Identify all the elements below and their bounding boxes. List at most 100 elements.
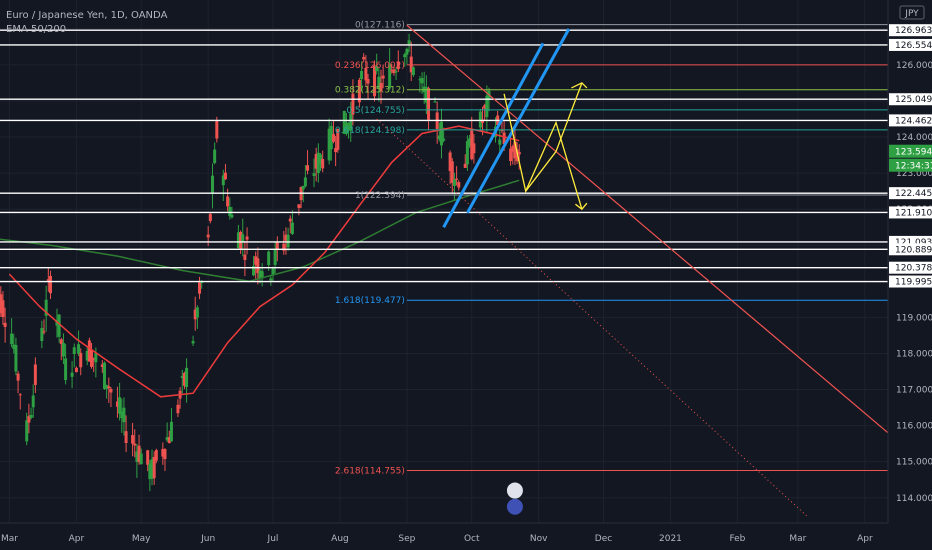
candle-body xyxy=(27,416,31,423)
candle-body xyxy=(40,328,44,342)
candle-body xyxy=(44,299,48,316)
candle-body xyxy=(239,232,243,249)
candle-body xyxy=(42,331,46,333)
candle-body xyxy=(405,48,409,55)
candle-body xyxy=(342,110,346,134)
candle-body xyxy=(321,158,325,169)
candle-body xyxy=(381,75,385,79)
candle-body xyxy=(396,61,400,70)
price-tick-label: 124.000 xyxy=(896,133,932,143)
candle-body xyxy=(457,182,461,188)
candle-body xyxy=(481,119,485,123)
last-price-label: 123.594 xyxy=(895,148,932,158)
candle-body xyxy=(16,373,20,381)
candle-body xyxy=(254,256,258,265)
candle-body xyxy=(94,352,98,363)
time-tick-label: May xyxy=(132,534,151,544)
candle-body xyxy=(191,340,195,344)
candle-body xyxy=(439,121,443,146)
candle-body xyxy=(243,254,247,260)
candle-body xyxy=(133,443,137,446)
candle-body xyxy=(366,78,370,84)
level-price-label: 125.049 xyxy=(895,95,932,105)
time-tick-label: Mar xyxy=(1,534,18,544)
level-price-label: 126.554 xyxy=(895,41,932,51)
candle-body xyxy=(478,111,482,128)
candle-body xyxy=(77,344,81,354)
candle-body xyxy=(206,234,210,238)
candle-body xyxy=(124,431,128,444)
candle-body xyxy=(483,105,487,109)
fib-level-label: 0.5(124.755) xyxy=(346,106,405,116)
candle-body xyxy=(502,132,506,145)
candle-body xyxy=(424,87,428,103)
candle-body xyxy=(468,138,472,146)
indicator-label[interactable]: EMA 50/200 xyxy=(6,24,67,35)
candle-body xyxy=(271,268,275,276)
level-price-label: 119.995 xyxy=(895,278,932,288)
level-price-label: 122.445 xyxy=(895,189,932,199)
candle-body xyxy=(215,120,219,139)
time-tick-label: Nov xyxy=(530,534,548,544)
candle-body xyxy=(375,66,379,72)
candle-body xyxy=(18,394,22,396)
candle-body xyxy=(137,445,141,463)
candle-body xyxy=(85,350,89,361)
level-price-tag xyxy=(889,275,932,288)
level-price-tag xyxy=(889,206,932,219)
currency-label: JPY xyxy=(904,9,919,19)
time-tick-label: Apr xyxy=(69,534,85,544)
candle-body xyxy=(379,82,383,92)
fib-level-label: 0.618(124.198) xyxy=(335,126,405,136)
candle-body xyxy=(420,78,424,84)
fib-level-label: 0.236(126.002) xyxy=(335,61,405,71)
projection-path xyxy=(503,93,583,210)
candle-body xyxy=(312,173,316,176)
candle-body xyxy=(226,196,230,207)
fib-level-label: 1(122.394) xyxy=(355,191,405,201)
candle-body xyxy=(1,300,5,317)
candle-body xyxy=(152,456,156,479)
fib-level-label: 2.618(114.755) xyxy=(335,467,405,477)
candle-body xyxy=(306,165,310,171)
time-tick-label: Dec xyxy=(595,534,612,544)
candle-body xyxy=(301,185,305,190)
price-tick-label: 115.000 xyxy=(896,458,932,468)
level-price-tag xyxy=(889,93,932,106)
time-tick-label: Apr xyxy=(857,534,873,544)
candle-body xyxy=(74,367,78,373)
candle-body xyxy=(139,453,143,465)
price-tick-label: 116.000 xyxy=(896,422,932,432)
candle-body xyxy=(241,234,245,243)
candle-body xyxy=(455,178,459,180)
candle-body xyxy=(182,373,186,386)
candle-body xyxy=(336,128,340,150)
candle-body xyxy=(154,450,158,461)
level-price-tag xyxy=(889,261,932,274)
candle-body xyxy=(329,126,333,150)
candle-body xyxy=(256,258,260,274)
level-price-label: 121.093 xyxy=(895,238,932,248)
candle-body xyxy=(267,251,271,266)
last-price-tag xyxy=(889,144,932,158)
candle-body xyxy=(452,179,456,186)
candle-body xyxy=(517,151,521,155)
candle-body xyxy=(314,153,318,169)
candle-body xyxy=(14,344,18,372)
candle-body xyxy=(364,68,368,81)
candle-body xyxy=(223,172,227,180)
price-tick-label: 117.000 xyxy=(896,386,932,396)
time-tick-label: Sep xyxy=(398,534,415,544)
candle-body xyxy=(418,79,422,81)
candle-body xyxy=(59,339,63,345)
fib-level-label: 0(127.116) xyxy=(355,21,405,31)
event-icon xyxy=(506,482,523,499)
candle-body xyxy=(165,437,169,441)
candle-body xyxy=(388,64,392,89)
candle-body xyxy=(344,122,348,134)
candle-body xyxy=(109,389,113,393)
candle-body xyxy=(450,161,454,183)
candle-body xyxy=(284,234,288,241)
